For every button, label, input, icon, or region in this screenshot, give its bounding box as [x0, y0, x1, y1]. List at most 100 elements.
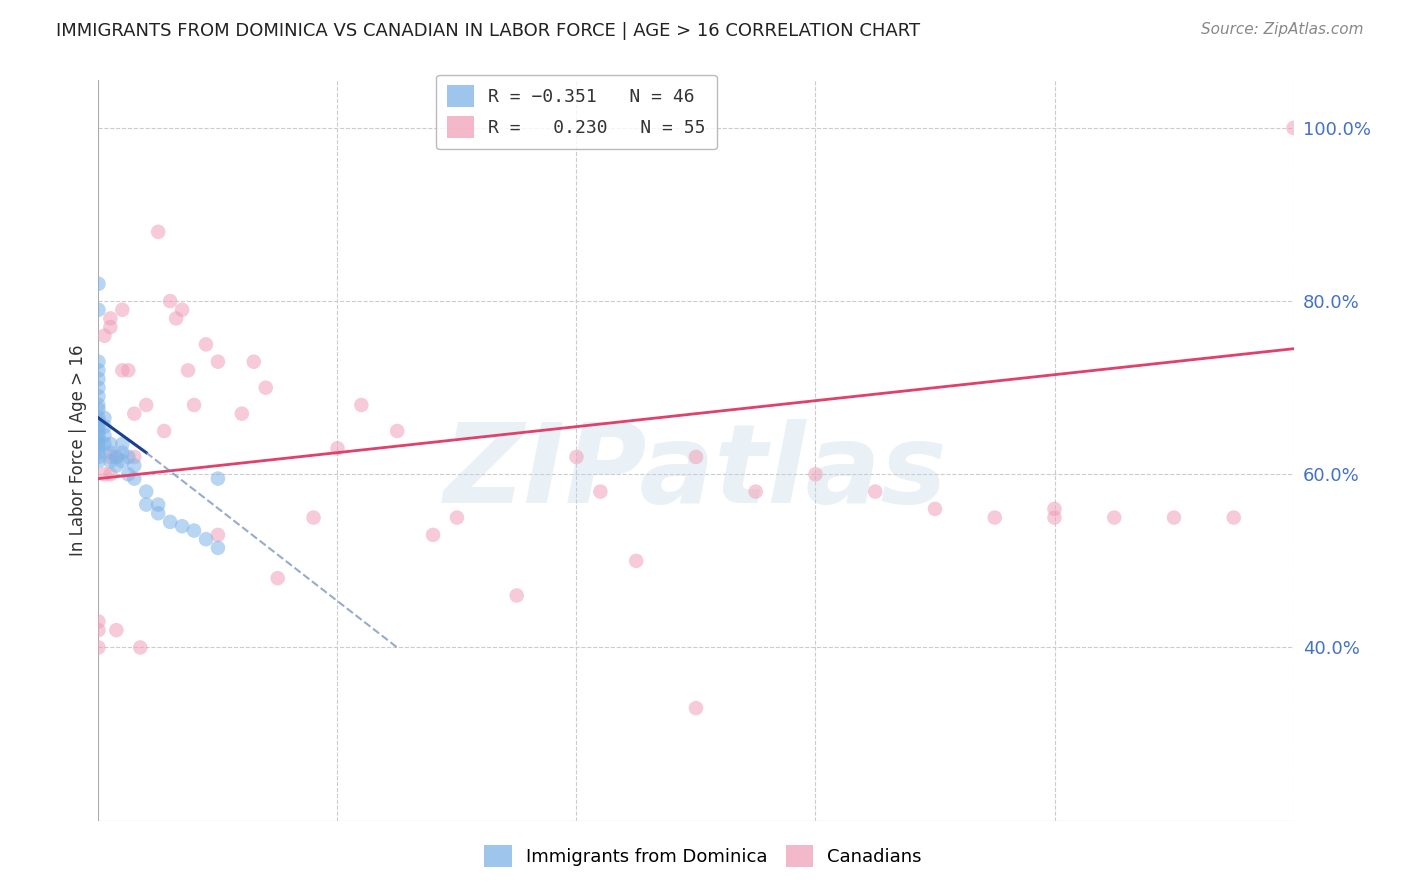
Point: [1282, 120, 1305, 135]
Point: [111, 445, 134, 459]
Text: Source: ZipAtlas.com: Source: ZipAtlas.com: [1201, 22, 1364, 37]
Point: [565, 450, 588, 464]
Point: [984, 510, 1007, 524]
Point: [207, 354, 229, 368]
Point: [685, 701, 707, 715]
Point: [804, 467, 827, 482]
Point: [87, 454, 110, 468]
Point: [1043, 502, 1066, 516]
Legend: Immigrants from Dominica, Canadians: Immigrants from Dominica, Canadians: [477, 838, 929, 874]
Point: [124, 472, 146, 486]
Point: [87, 302, 110, 317]
Point: [98, 467, 122, 482]
Point: [207, 528, 229, 542]
Point: [87, 615, 110, 629]
Legend: R = −0.351   N = 46, R =   0.230   N = 55: R = −0.351 N = 46, R = 0.230 N = 55: [436, 75, 717, 149]
Point: [87, 354, 110, 368]
Text: IMMIGRANTS FROM DOMINICA VS CANADIAN IN LABOR FORCE | AGE > 16 CORRELATION CHART: IMMIGRANTS FROM DOMINICA VS CANADIAN IN …: [56, 22, 921, 40]
Point: [87, 428, 110, 442]
Point: [93, 411, 115, 425]
Point: [105, 623, 128, 637]
Point: [87, 450, 110, 464]
Point: [87, 402, 110, 417]
Point: [172, 519, 194, 533]
Point: [98, 437, 122, 451]
Point: [87, 623, 110, 637]
Point: [267, 571, 290, 585]
Point: [87, 381, 110, 395]
Point: [105, 450, 128, 464]
Point: [98, 450, 122, 464]
Point: [231, 407, 253, 421]
Point: [1223, 510, 1246, 524]
Point: [1104, 510, 1126, 524]
Point: [172, 302, 194, 317]
Point: [165, 311, 187, 326]
Point: [87, 398, 110, 412]
Point: [111, 437, 134, 451]
Point: [254, 381, 277, 395]
Point: [148, 506, 170, 520]
Point: [87, 424, 110, 438]
Point: [98, 454, 122, 468]
Point: [98, 320, 122, 334]
Point: [87, 437, 110, 451]
Point: [135, 484, 157, 499]
Point: [195, 337, 218, 351]
Point: [385, 424, 409, 438]
Point: [87, 640, 110, 655]
Point: [93, 467, 115, 482]
Point: [148, 225, 170, 239]
Point: [105, 450, 128, 464]
Point: [111, 302, 134, 317]
Point: [506, 589, 529, 603]
Point: [93, 428, 115, 442]
Point: [326, 442, 349, 456]
Point: [93, 419, 115, 434]
Point: [685, 450, 707, 464]
Point: [626, 554, 648, 568]
Point: [153, 424, 176, 438]
Point: [1163, 510, 1185, 524]
Point: [111, 363, 134, 377]
Point: [422, 528, 444, 542]
Point: [93, 328, 115, 343]
Point: [135, 498, 157, 512]
Point: [745, 484, 768, 499]
Point: [87, 411, 110, 425]
Point: [183, 398, 205, 412]
Point: [117, 467, 139, 482]
Point: [924, 502, 946, 516]
Point: [87, 363, 110, 377]
Point: [98, 445, 122, 459]
Point: [1043, 510, 1066, 524]
Point: [207, 541, 229, 555]
Point: [124, 450, 146, 464]
Point: [159, 294, 181, 309]
Point: [87, 433, 110, 447]
Point: [87, 277, 110, 291]
Point: [105, 458, 128, 473]
Point: [87, 445, 110, 459]
Point: [302, 510, 325, 524]
Point: [350, 398, 373, 412]
Point: [195, 533, 218, 547]
Point: [111, 454, 134, 468]
Text: ZIPatlas: ZIPatlas: [444, 419, 948, 526]
Point: [87, 442, 110, 456]
Point: [207, 472, 229, 486]
Point: [87, 389, 110, 403]
Point: [117, 450, 139, 464]
Point: [87, 372, 110, 386]
Point: [177, 363, 200, 377]
Point: [87, 419, 110, 434]
Point: [183, 524, 205, 538]
Point: [124, 458, 146, 473]
Point: [865, 484, 887, 499]
Point: [446, 510, 468, 524]
Point: [159, 515, 181, 529]
Point: [243, 354, 266, 368]
Point: [87, 415, 110, 429]
Point: [135, 398, 157, 412]
Point: [98, 311, 122, 326]
